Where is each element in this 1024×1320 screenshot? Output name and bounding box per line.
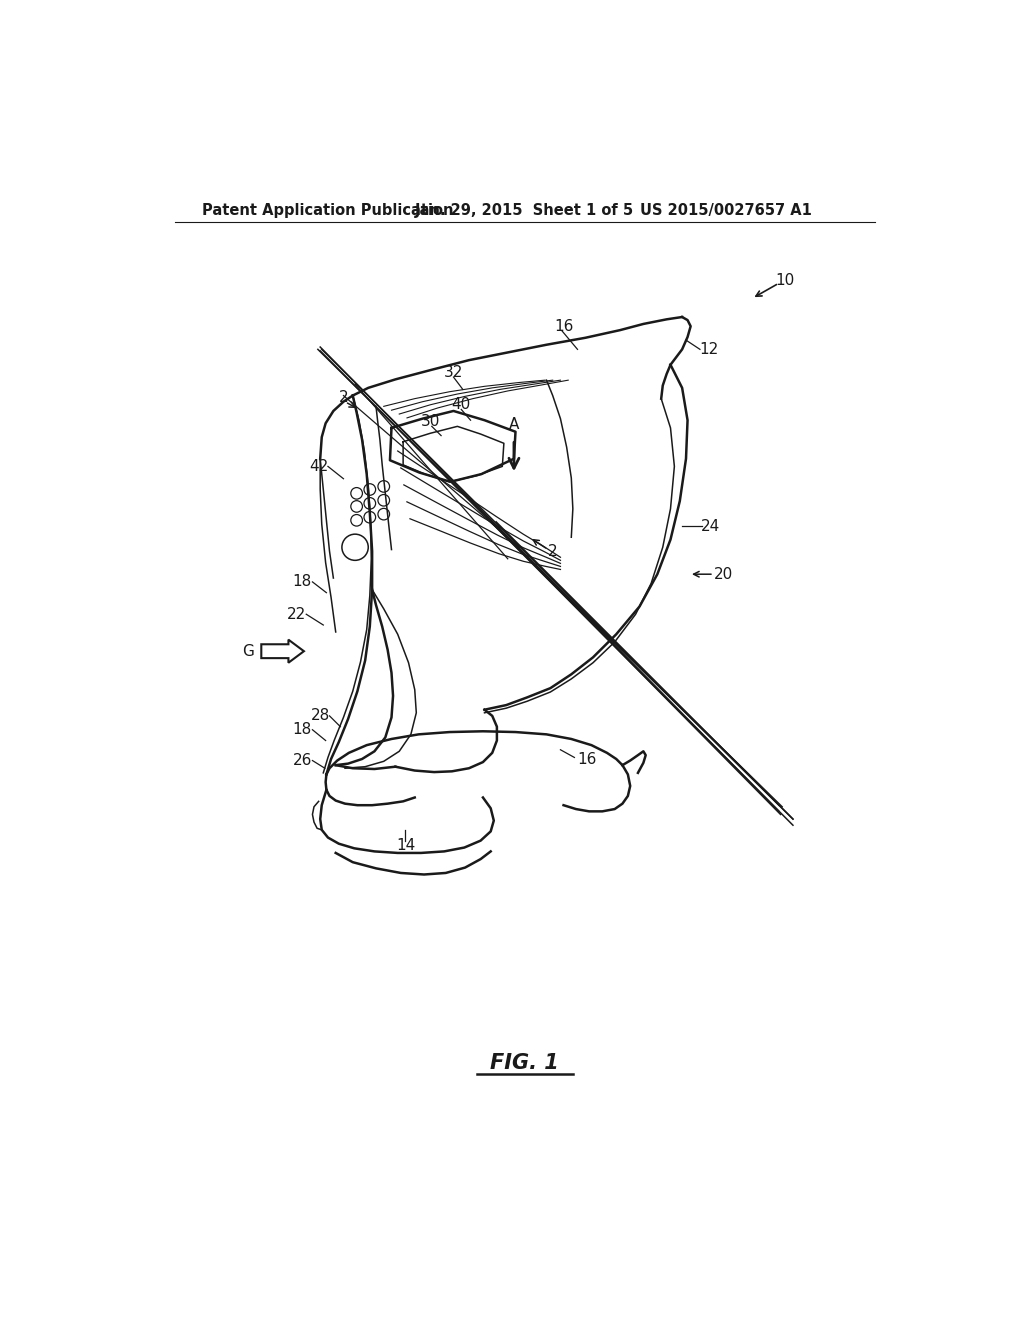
Text: US 2015/0027657 A1: US 2015/0027657 A1: [640, 203, 811, 218]
Text: 42: 42: [309, 459, 329, 474]
Text: 32: 32: [443, 364, 463, 380]
Text: 2: 2: [339, 389, 348, 405]
Text: 2: 2: [548, 544, 557, 558]
Text: 12: 12: [699, 342, 719, 356]
Text: 16: 16: [578, 751, 597, 767]
Text: 20: 20: [714, 566, 733, 582]
Text: Jan. 29, 2015  Sheet 1 of 5: Jan. 29, 2015 Sheet 1 of 5: [415, 203, 634, 218]
Text: 10: 10: [775, 272, 795, 288]
Text: 18: 18: [293, 574, 312, 590]
Text: 18: 18: [293, 722, 312, 738]
Text: 40: 40: [452, 397, 471, 412]
Text: 14: 14: [396, 838, 415, 853]
Text: 26: 26: [293, 752, 312, 768]
Text: 22: 22: [288, 607, 306, 622]
Text: A: A: [509, 417, 519, 432]
Text: 28: 28: [310, 709, 330, 723]
FancyArrow shape: [261, 640, 304, 663]
Text: FIG. 1: FIG. 1: [490, 1053, 559, 1073]
Text: Patent Application Publication: Patent Application Publication: [202, 203, 454, 218]
Text: 30: 30: [421, 414, 440, 429]
Text: 16: 16: [554, 318, 573, 334]
Text: 24: 24: [701, 519, 721, 535]
Text: G: G: [243, 644, 254, 659]
